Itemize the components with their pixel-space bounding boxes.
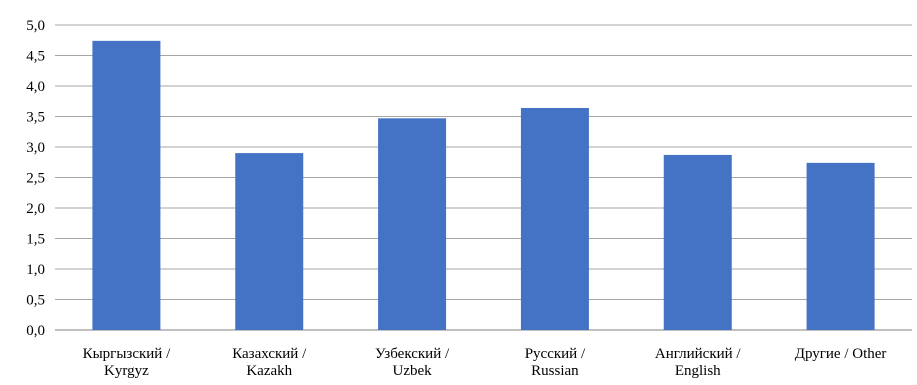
x-category-label-line: Uzbek: [393, 363, 433, 379]
x-category-label: Другие / Other: [795, 346, 887, 362]
x-category-label: Русский / Russian: [525, 346, 586, 379]
x-category-label-line: English: [675, 363, 721, 379]
x-axis-category-labels: Кыргызский / Kyrgyz Казахский / Kazakh Узбек…: [83, 346, 887, 379]
y-tick-label: 2,5: [26, 171, 45, 187]
x-category-label-line: Казахский /: [232, 346, 307, 362]
y-tick-label: 3,0: [26, 140, 45, 156]
y-tick-label: 3,5: [26, 110, 45, 126]
gridlines: [55, 24, 912, 331]
x-category-label-line: Russian: [531, 363, 579, 379]
bar: [520, 107, 589, 331]
bar: [92, 40, 161, 331]
x-category-label-line: Английский /: [655, 346, 742, 362]
x-category-label-line: Русский /: [525, 346, 586, 362]
y-tick-label: 4,0: [26, 79, 45, 95]
y-axis-tick-labels: 0,0 0,5 1,0 1,5 2,0 2,5 3,0 3,5 4,0 4,5 5,0: [26, 18, 45, 339]
x-category-label-line: Узбекский /: [375, 346, 450, 362]
x-category-label-line: Kazakh: [246, 363, 292, 379]
bar: [235, 153, 304, 330]
x-category-label-line: Kyrgyz: [104, 363, 149, 379]
bar: [378, 118, 447, 330]
x-category-label: Английский / English: [655, 346, 742, 379]
y-tick-label: 0,0: [26, 323, 45, 339]
y-tick-label: 1,0: [26, 262, 45, 278]
x-category-label-line: Другие / Other: [795, 346, 887, 362]
bar: [663, 154, 732, 330]
x-category-label-line: Кыргызский /: [83, 346, 171, 362]
x-category-label: Узбекский / Uzbek: [375, 346, 450, 379]
x-category-label: Кыргызский / Kyrgyz: [83, 346, 171, 379]
y-tick-label: 4,5: [26, 49, 45, 65]
y-tick-label: 0,5: [26, 293, 45, 309]
y-tick-label: 2,0: [26, 201, 45, 217]
y-tick-label: 5,0: [26, 18, 45, 34]
bar: [806, 162, 875, 330]
y-tick-label: 1,5: [26, 232, 45, 248]
x-category-label: Казахский / Kazakh: [232, 346, 307, 379]
bars: [92, 40, 875, 331]
